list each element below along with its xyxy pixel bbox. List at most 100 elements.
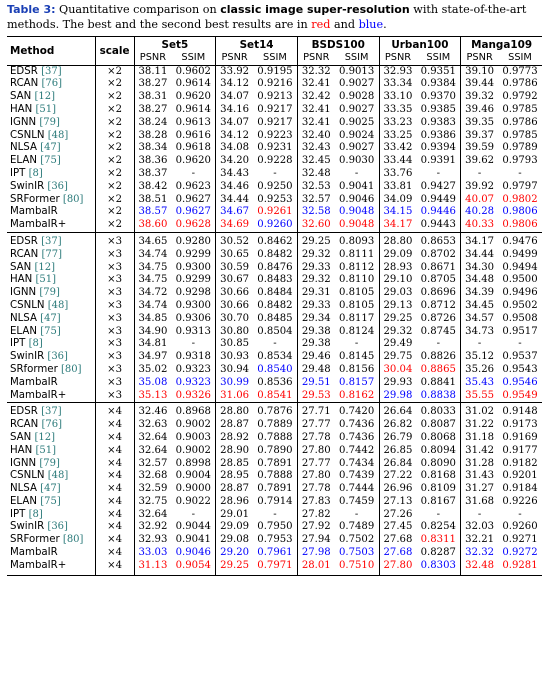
psnr-value: 35.02: [133, 363, 172, 377]
ssim-value: 0.9391: [420, 155, 456, 167]
scale-cell: ×4: [94, 483, 135, 496]
citation-link[interactable]: [75]: [40, 495, 61, 507]
method-cell: ELAN [75]: [7, 155, 95, 168]
table-row: IGNN [79] ×2 38.24 0.9613 34.07 0.9217 32.41 0.…: [7, 116, 542, 130]
ssim-value: 0.9786: [502, 78, 538, 90]
caption-blue-word: blue: [358, 18, 384, 31]
citation-link[interactable]: [76]: [41, 78, 63, 90]
citation-link[interactable]: [51]: [35, 103, 57, 115]
results-table: Method scale Set5 Set14 BSDS100 Urban100…: [7, 36, 542, 576]
psnr-value: 32.43: [296, 142, 335, 156]
citation-link[interactable]: [8]: [28, 508, 43, 520]
citation-link[interactable]: [8]: [28, 338, 43, 350]
ssim-value: 0.9228: [257, 155, 293, 167]
psnr-value: 34.09: [378, 193, 417, 207]
table-row: SAN [12] ×3 34.75 0.9300 30.59 0.8476 29.33 0.8…: [7, 261, 542, 275]
citation-link[interactable]: [36]: [47, 521, 68, 533]
citation-link[interactable]: [36]: [47, 351, 68, 363]
citation-link[interactable]: [37]: [41, 65, 62, 77]
citation-link[interactable]: [75]: [40, 325, 61, 337]
scale-cell: ×2: [94, 103, 135, 117]
citation-link[interactable]: [79]: [39, 457, 60, 469]
psnr-value: 30.85: [215, 338, 253, 352]
ssim-value: 0.8536: [257, 376, 293, 388]
citation-link[interactable]: [51]: [35, 444, 57, 456]
ssim-value: 0.7439: [338, 470, 375, 482]
citation-link[interactable]: [37]: [41, 406, 62, 418]
psnr-value: 29.38: [296, 325, 335, 339]
ssim-value: 0.7436: [338, 419, 375, 431]
citation-link[interactable]: [47]: [40, 312, 61, 324]
method-cell: RCAN [77]: [7, 249, 95, 262]
citation-link[interactable]: [80]: [62, 534, 84, 546]
ssim-value: 0.8162: [334, 389, 380, 404]
caption-bold-text: classic image super-resolution: [220, 3, 410, 16]
citation-link[interactable]: [48]: [47, 129, 69, 141]
table-row: ELAN [75] ×2 38.36 0.9620 34.20 0.9228 32.45 0.…: [7, 155, 542, 168]
psnr-value: 32.64: [133, 508, 172, 522]
citation-link[interactable]: [79]: [39, 287, 60, 299]
citation-link[interactable]: [48]: [47, 299, 69, 311]
psnr-value: 27.45: [378, 521, 417, 535]
ssim-value: 0.8287: [420, 547, 456, 559]
method-name: HAN: [10, 274, 33, 286]
scale-cell: ×4: [94, 547, 135, 560]
table-row: HAN [51] ×3 34.75 0.9299 30.67 0.8483 29.32 0.8…: [7, 274, 542, 288]
method-cell: EDSR [37]: [7, 232, 95, 248]
citation-link[interactable]: [12]: [34, 431, 56, 443]
metric-header-psnr: PSNR: [215, 51, 253, 66]
psnr-value: 27.92: [296, 521, 335, 535]
method-cell: SAN [12]: [7, 91, 95, 104]
table-row: MambaIR+ ×4 31.13 0.9054 29.25 0.7971 28.01 0.7…: [7, 559, 542, 576]
psnr-value: 38.36: [133, 155, 172, 168]
psnr-value: 38.11: [133, 65, 172, 79]
psnr-value: 34.75: [133, 261, 172, 275]
psnr-value: 28.95: [215, 470, 253, 484]
method-cell: IPT [8]: [7, 509, 95, 522]
psnr-value: 29.75: [378, 351, 417, 364]
citation-link[interactable]: [48]: [47, 470, 69, 482]
method-name: HAN: [10, 103, 33, 115]
citation-link[interactable]: [47]: [40, 483, 61, 495]
method-name: NLSA: [10, 142, 37, 154]
method-cell: NLSA [47]: [7, 142, 95, 155]
scale-cell: ×4: [94, 508, 135, 522]
citation-link[interactable]: [37]: [41, 235, 62, 247]
citation-link[interactable]: [12]: [34, 91, 56, 103]
ssim-value: 0.9148: [502, 406, 538, 418]
ssim-value: 0.8117: [338, 312, 375, 324]
citation-link[interactable]: [80]: [62, 193, 84, 205]
ssim-value: 0.9785: [502, 103, 538, 115]
psnr-value: 33.03: [133, 547, 172, 560]
ssim-value: -: [273, 338, 277, 350]
psnr-value: 29.20: [215, 547, 253, 560]
psnr-value: 30.04: [378, 363, 417, 377]
ssim-value: 0.9217: [257, 116, 293, 128]
psnr-value: 34.74: [133, 248, 172, 262]
citation-link[interactable]: [77]: [41, 248, 63, 260]
psnr-value: 34.30: [460, 261, 498, 275]
ssim-value: 0.9616: [175, 129, 211, 141]
citation-link[interactable]: [51]: [35, 274, 57, 286]
citation-link[interactable]: [47]: [40, 142, 61, 154]
citation-link[interactable]: [8]: [28, 167, 43, 179]
ssim-value: 0.8726: [420, 312, 456, 324]
table-row: RCAN [76] ×2 38.27 0.9614 34.12 0.9216 32.41 0.…: [7, 78, 542, 92]
ssim-value: 0.9623: [175, 180, 211, 192]
ssim-value: 0.9443: [416, 219, 461, 233]
psnr-value: 34.74: [133, 299, 172, 313]
citation-link[interactable]: [79]: [39, 116, 60, 128]
citation-link[interactable]: [75]: [40, 155, 61, 167]
citation-link[interactable]: [36]: [47, 180, 68, 192]
psnr-value: 27.80: [296, 470, 335, 484]
citation-link[interactable]: [76]: [41, 419, 63, 431]
ssim-value: 0.9217: [257, 103, 293, 115]
psnr-value: 34.16: [215, 103, 253, 117]
citation-link[interactable]: [80]: [61, 363, 82, 375]
citation-link[interactable]: [12]: [34, 261, 56, 273]
ssim-value: 0.9500: [502, 274, 538, 286]
psnr-value: 34.12: [215, 78, 253, 92]
ssim-value: 0.8156: [338, 363, 375, 375]
ssim-value: 0.7434: [338, 457, 375, 469]
psnr-value: 34.48: [460, 274, 498, 288]
